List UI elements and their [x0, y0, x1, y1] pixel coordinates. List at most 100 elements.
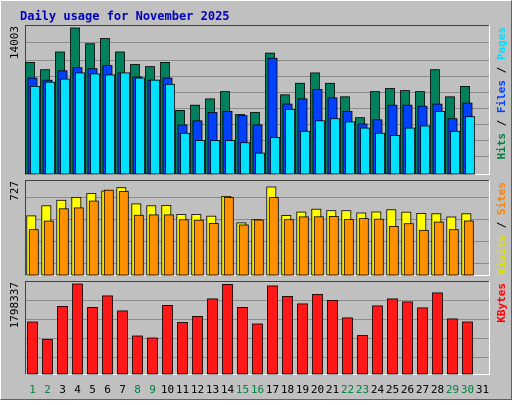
bar-sites-day-19 [298, 216, 309, 276]
panel-bevel-light [25, 180, 490, 276]
x-tick-label: 15 [236, 383, 249, 396]
x-tick-label: 12 [191, 383, 204, 396]
bar-pages-day-23 [360, 127, 370, 175]
panel-bevel-light [25, 281, 490, 375]
bar-sites-day-3 [58, 208, 69, 276]
bar-sites-day-8 [133, 214, 144, 276]
legend-entry: Sites [495, 182, 508, 215]
bar-sites-day-20 [313, 216, 324, 276]
bar-kbytes-day-7 [117, 310, 128, 375]
bar-sites-day-4 [73, 207, 84, 276]
bar-pages-day-6 [105, 74, 115, 175]
bar-kbytes-day-18 [282, 295, 293, 375]
bar-kbytes-day-5 [87, 306, 98, 375]
bar-pages-day-13 [210, 140, 220, 175]
bar-kbytes-day-2 [42, 339, 53, 375]
x-tick-label: 11 [176, 383, 189, 396]
x-tick-label: 19 [296, 383, 309, 396]
bar-pages-day-5 [90, 73, 100, 175]
bar-sites-day-1 [28, 229, 39, 276]
bar-pages-day-25 [390, 134, 400, 175]
bar-pages-day-10 [165, 83, 175, 175]
panel-bevel-dark [25, 281, 490, 375]
bar-pages-day-22 [345, 121, 355, 175]
bar-pages-day-3 [60, 78, 70, 175]
legend-entry: Files [495, 80, 508, 113]
bar-kbytes-day-6 [102, 295, 113, 375]
x-tick-label: 27 [416, 383, 429, 396]
bar-sites-day-22 [343, 219, 354, 276]
x-tick-label: 18 [281, 383, 294, 396]
bar-pages-day-19 [300, 130, 310, 175]
chart-panels: 14003 Hits / Files / Pages 727 Visits / Sit… [8, 25, 508, 375]
bar-kbytes-day-29 [447, 318, 458, 375]
legend-entry: Visits [495, 235, 508, 275]
legend-entry: KBytes [495, 283, 508, 323]
x-tick-label: 7 [119, 383, 126, 396]
bar-pages-day-27 [420, 125, 430, 175]
legend-entry: / [495, 113, 508, 133]
bar-kbytes-day-19 [297, 303, 308, 375]
x-tick-label: 30 [461, 383, 474, 396]
legend-entry: Pages [495, 27, 508, 60]
bar-sites-day-10 [163, 214, 174, 276]
x-axis-labels: 1 2 3 4 5 6 7 8 9 10 11 12 13 14 15 16 17 18 19 20 21 22 23 24 2… [29, 383, 489, 396]
x-tick-label: 3 [59, 383, 66, 396]
bar-sites-day-18 [283, 219, 294, 276]
bar-pages-day-4 [75, 72, 85, 175]
x-tick-label: 5 [89, 383, 96, 396]
bar-sites-day-24 [373, 218, 384, 276]
x-tick-label: 31 [476, 383, 489, 396]
bar-pages-day-2 [45, 81, 55, 175]
x-tick-label: 29 [446, 383, 459, 396]
bar-kbytes-day-22 [342, 317, 353, 375]
x-tick-label: 14 [221, 383, 235, 396]
bars-visits-sites [26, 186, 474, 276]
bar-kbytes-day-11 [177, 322, 188, 375]
bar-sites-day-27 [418, 229, 429, 276]
bar-sites-day-9 [148, 214, 159, 276]
bar-kbytes-day-24 [372, 305, 383, 375]
x-tick-label: 20 [311, 383, 324, 396]
bar-pages-day-30 [465, 116, 475, 175]
panel-kbytes: 1798337 KBytes [8, 281, 508, 375]
panel-right-label: Visits / Sites [495, 182, 508, 275]
bar-kbytes-day-21 [327, 299, 338, 375]
bar-kbytes-day-26 [402, 301, 413, 375]
bar-kbytes-day-25 [387, 298, 398, 375]
x-tick-label: 1 [29, 383, 36, 396]
bar-pages-day-11 [180, 132, 190, 175]
panel-bevel-light [25, 25, 490, 175]
panel-bevel-dark [25, 180, 490, 276]
x-tick-label: 13 [206, 383, 219, 396]
bar-sites-day-28 [433, 221, 444, 276]
bar-sites-day-17 [268, 197, 279, 276]
bar-pages-day-12 [195, 140, 205, 175]
bar-kbytes-day-8 [132, 335, 143, 375]
bars-kbytes [27, 283, 473, 375]
bar-sites-day-7 [118, 191, 129, 276]
bar-kbytes-day-9 [147, 337, 158, 375]
bar-pages-day-24 [375, 132, 385, 175]
bar-kbytes-day-15 [237, 306, 248, 375]
x-tick-label: 26 [401, 383, 414, 396]
legend-entry: Hits [495, 133, 508, 160]
bar-sites-day-21 [328, 215, 339, 276]
bar-kbytes-day-4 [72, 283, 83, 375]
panel-right-label: Hits / Files / Pages [495, 27, 508, 160]
x-tick-label: 22 [341, 383, 354, 396]
bar-sites-day-25 [388, 225, 399, 276]
bar-kbytes-day-12 [192, 315, 203, 375]
bar-pages-day-26 [405, 127, 415, 175]
x-tick-label: 24 [371, 383, 385, 396]
bar-pages-day-20 [315, 120, 325, 175]
bar-kbytes-day-23 [357, 335, 368, 375]
x-tick-label: 4 [74, 383, 81, 396]
bar-pages-day-14 [225, 140, 235, 175]
bar-sites-day-13 [208, 223, 219, 276]
x-tick-label: 21 [326, 383, 339, 396]
bar-kbytes-day-16 [252, 323, 263, 375]
